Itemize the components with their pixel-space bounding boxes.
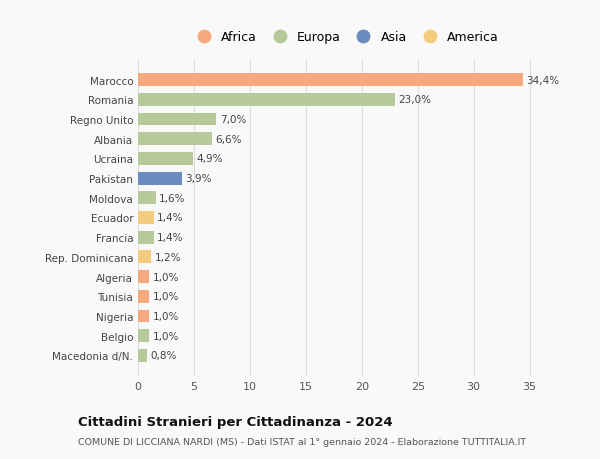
Legend: Africa, Europa, Asia, America: Africa, Europa, Asia, America: [191, 31, 499, 44]
Bar: [138, 192, 156, 205]
Text: 34,4%: 34,4%: [526, 75, 559, 85]
Text: 1,0%: 1,0%: [152, 291, 179, 302]
Text: 6,6%: 6,6%: [215, 134, 242, 145]
Text: 23,0%: 23,0%: [399, 95, 432, 105]
Bar: [138, 172, 182, 185]
Text: 1,6%: 1,6%: [159, 193, 186, 203]
Bar: [138, 212, 154, 224]
Text: 1,4%: 1,4%: [157, 233, 184, 243]
Text: 1,4%: 1,4%: [157, 213, 184, 223]
Bar: [138, 330, 149, 342]
Text: 4,9%: 4,9%: [196, 154, 223, 164]
Text: 0,8%: 0,8%: [151, 351, 176, 361]
Bar: [138, 290, 149, 303]
Bar: [138, 271, 149, 283]
Text: 7,0%: 7,0%: [220, 115, 246, 125]
Text: 3,9%: 3,9%: [185, 174, 211, 184]
Bar: [138, 133, 212, 146]
Bar: [138, 349, 147, 362]
Text: COMUNE DI LICCIANA NARDI (MS) - Dati ISTAT al 1° gennaio 2024 - Elaborazione TUT: COMUNE DI LICCIANA NARDI (MS) - Dati IST…: [78, 437, 526, 446]
Bar: [138, 310, 149, 323]
Bar: [138, 231, 154, 244]
Text: 1,0%: 1,0%: [152, 272, 179, 282]
Text: 1,2%: 1,2%: [155, 252, 181, 263]
Text: 1,0%: 1,0%: [152, 311, 179, 321]
Bar: [138, 94, 395, 106]
Bar: [138, 74, 523, 87]
Text: Cittadini Stranieri per Cittadinanza - 2024: Cittadini Stranieri per Cittadinanza - 2…: [78, 415, 392, 428]
Bar: [138, 113, 217, 126]
Text: 1,0%: 1,0%: [152, 331, 179, 341]
Bar: [138, 251, 151, 264]
Bar: [138, 153, 193, 165]
